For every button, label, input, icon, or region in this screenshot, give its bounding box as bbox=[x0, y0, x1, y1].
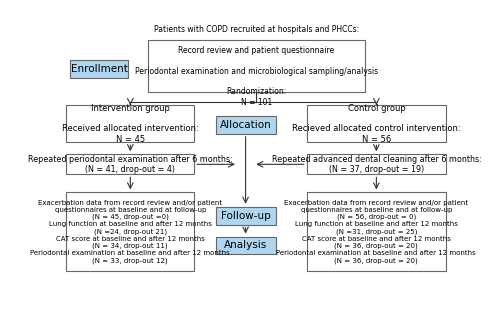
Text: Intervention group

Received allocated intervention:
N = 45: Intervention group Received allocated in… bbox=[62, 104, 198, 144]
FancyBboxPatch shape bbox=[66, 192, 194, 271]
FancyBboxPatch shape bbox=[216, 237, 276, 255]
FancyBboxPatch shape bbox=[306, 105, 446, 142]
FancyBboxPatch shape bbox=[66, 154, 194, 175]
Text: Control group

Recieved allocated control intervention:
N = 56: Control group Recieved allocated control… bbox=[292, 104, 460, 144]
Text: Repeated periodontal examination after 6 months:
(N = 41, drop-out = 4): Repeated periodontal examination after 6… bbox=[28, 155, 233, 174]
FancyBboxPatch shape bbox=[306, 192, 446, 271]
Text: Allocation: Allocation bbox=[220, 120, 272, 130]
FancyBboxPatch shape bbox=[216, 116, 276, 134]
FancyBboxPatch shape bbox=[70, 60, 128, 78]
Text: Analysis: Analysis bbox=[224, 241, 267, 250]
Text: Patients with COPD recruited at hospitals and PHCCs:

Record review and patient : Patients with COPD recruited at hospital… bbox=[134, 25, 378, 107]
Text: Exacerbation data from record review and/or patient
questionnaires at baseline a: Exacerbation data from record review and… bbox=[30, 200, 230, 264]
Text: Enrollment: Enrollment bbox=[71, 64, 128, 74]
Text: Exacerbation data from record review and/or patient
questionnaires at baseline a: Exacerbation data from record review and… bbox=[276, 200, 476, 264]
FancyBboxPatch shape bbox=[66, 105, 194, 142]
Text: Repeated advanced dental cleaning after 6 months:
(N = 37, drop-out = 19): Repeated advanced dental cleaning after … bbox=[272, 155, 481, 174]
FancyBboxPatch shape bbox=[306, 154, 446, 175]
FancyBboxPatch shape bbox=[148, 40, 365, 92]
FancyBboxPatch shape bbox=[216, 207, 276, 224]
Text: Follow-up: Follow-up bbox=[220, 210, 270, 221]
